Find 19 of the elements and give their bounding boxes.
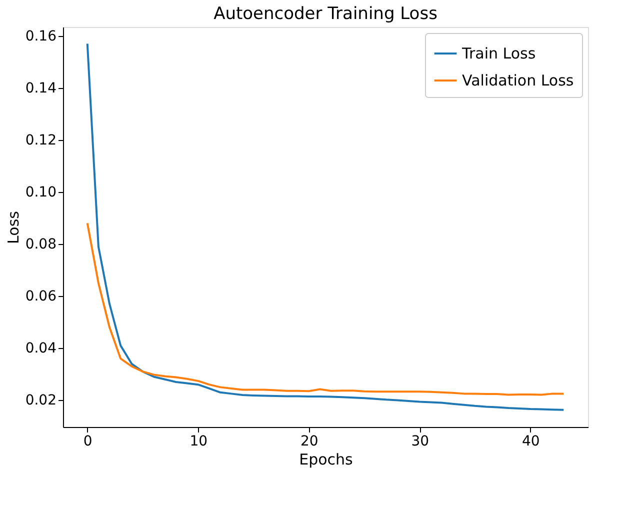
y-tick-label: 0.14 <box>25 80 57 96</box>
y-tick-label: 0.10 <box>25 184 56 200</box>
x-tick-label: 0 <box>83 434 92 450</box>
x-axis-title: Epochs <box>299 450 354 468</box>
y-tick-label: 0.02 <box>25 392 56 409</box>
line-series <box>86 222 565 396</box>
y-tick-label: 0.08 <box>25 236 56 253</box>
y-tick-label: 0.06 <box>25 288 57 305</box>
legend-label: Train Loss <box>461 44 536 62</box>
x-tick-label: 30 <box>411 434 430 450</box>
y-axis-title: Loss <box>4 210 22 244</box>
y-tick-label: 0.16 <box>25 28 57 44</box>
y-tick-label: 0.04 <box>25 340 57 357</box>
x-tick-label: 40 <box>522 434 540 450</box>
chart-title: Autoencoder Training Loss <box>214 4 438 24</box>
x-tick-label: 20 <box>300 434 318 450</box>
x-tick-label: 10 <box>190 434 208 450</box>
legend-label: Validation Loss <box>462 72 574 90</box>
y-tick-label: 0.12 <box>25 132 56 148</box>
